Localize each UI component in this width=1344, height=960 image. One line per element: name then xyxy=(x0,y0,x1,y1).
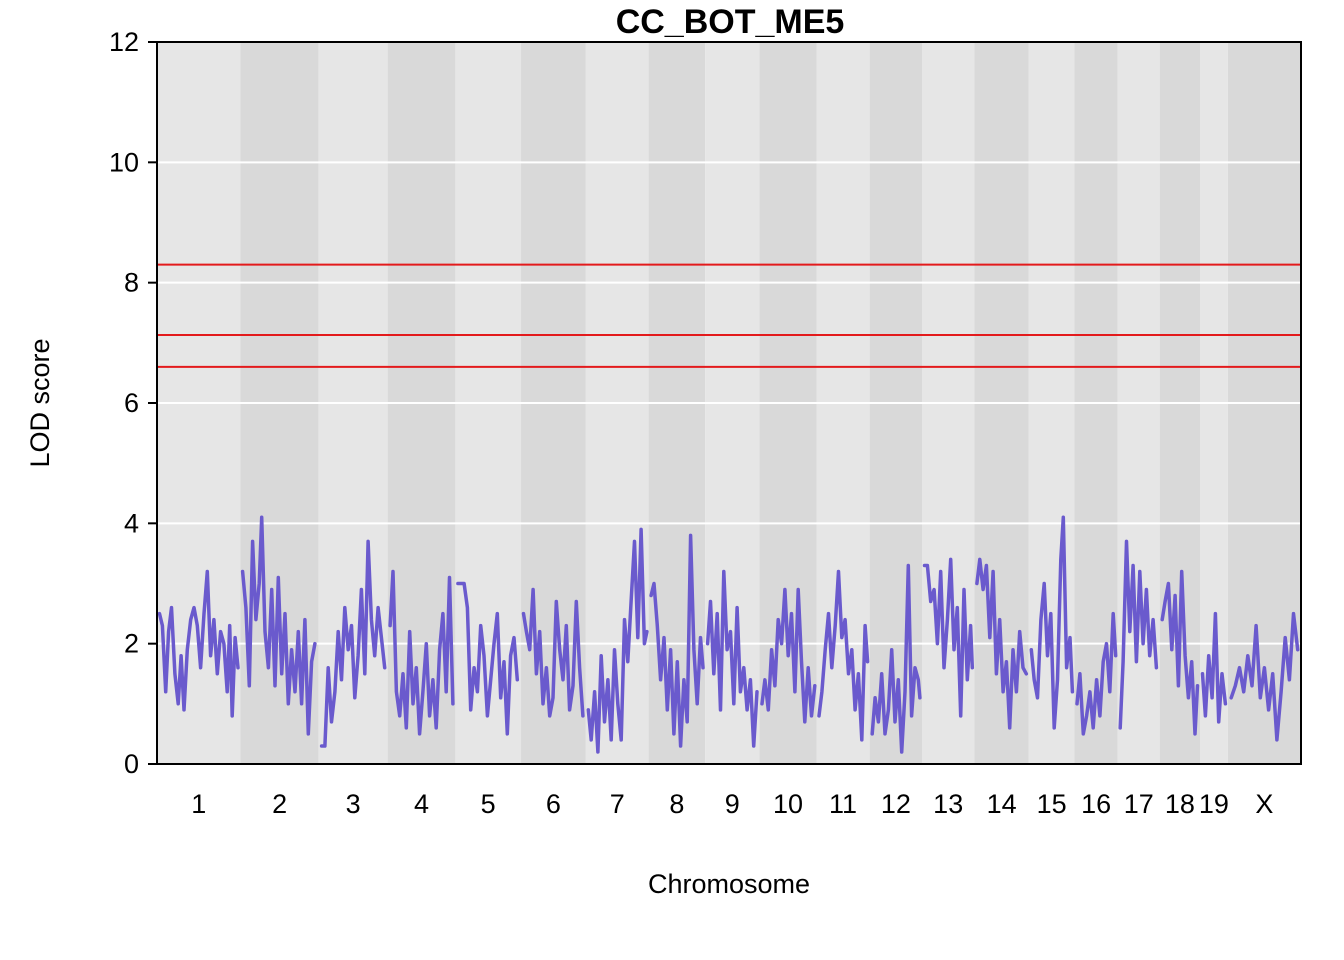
lod-curve-chr-11 xyxy=(817,569,870,742)
y-tick-label-4: 4 xyxy=(124,508,139,538)
lod-curve-chr-3 xyxy=(319,539,387,748)
x-tick-label-2: 2 xyxy=(272,789,287,819)
x-tick-label-3: 3 xyxy=(346,789,361,819)
x-tick-label-8: 8 xyxy=(669,789,684,819)
y-axis: 0 2 4 6 8 10 12 xyxy=(109,27,157,779)
x-tick-label-12: 12 xyxy=(881,789,911,819)
x-tick-label-11: 11 xyxy=(829,789,857,819)
lod-curve-chr-18 xyxy=(1160,569,1200,736)
lod-curve-chr-14 xyxy=(975,557,1029,730)
chart-title: CC_BOT_ME5 xyxy=(616,3,845,41)
x-tick-label-19: 19 xyxy=(1199,789,1229,819)
y-tick-label-12: 12 xyxy=(109,27,139,57)
lod-curve-chr-6 xyxy=(521,587,585,718)
lod-curve-chr-5 xyxy=(456,581,520,736)
lod-curve-chr-8 xyxy=(649,533,705,748)
lod-curve-chr-4 xyxy=(388,569,455,736)
lod-curve-chr-7 xyxy=(586,527,649,754)
x-tick-label-16: 16 xyxy=(1081,789,1111,819)
x-tick-label-13: 13 xyxy=(933,789,963,819)
x-tick-label-5: 5 xyxy=(481,789,496,819)
threshold-lines xyxy=(157,263,1301,368)
lod-curve-chr-15 xyxy=(1029,515,1075,730)
lod-curve-chr-19 xyxy=(1200,611,1228,724)
lod-series xyxy=(157,515,1300,754)
lod-curve-chr-2 xyxy=(240,515,317,736)
lod-curve-chr-X xyxy=(1229,611,1300,742)
lod-curve-chr-9 xyxy=(705,569,759,748)
lod-curve-chr-12 xyxy=(870,563,922,754)
lod-curve-chr-13 xyxy=(922,557,975,718)
x-tick-label-14: 14 xyxy=(987,789,1017,819)
lod-curve-chr-17 xyxy=(1118,539,1159,730)
y-tick-label-10: 10 xyxy=(109,147,139,177)
x-tick-label-10: 10 xyxy=(773,789,803,819)
x-tick-label-18: 18 xyxy=(1165,789,1195,819)
x-tick-label-X: X xyxy=(1255,789,1273,819)
x-tick-label-1: 1 xyxy=(191,789,206,819)
x-tick-label-17: 17 xyxy=(1124,789,1154,819)
x-tick-label-9: 9 xyxy=(725,789,740,819)
y-tick-label-6: 6 xyxy=(124,388,139,418)
x-tick-label-6: 6 xyxy=(546,789,561,819)
x-tick-label-7: 7 xyxy=(610,789,625,819)
lod-curve-chr-1 xyxy=(157,569,240,718)
x-tick-label-4: 4 xyxy=(414,789,429,819)
lod-curve-chr-16 xyxy=(1075,611,1118,736)
x-axis-label: Chromosome xyxy=(648,869,810,899)
x-axis: 1 2 3 4 5 6 7 8 9 10 11 12 13 14 15 16 17 18 19 X xyxy=(191,789,1273,819)
y-tick-label-8: 8 xyxy=(124,268,139,298)
lod-curve-chr-10 xyxy=(760,587,817,724)
y-tick-label-0: 0 xyxy=(124,749,139,779)
y-axis-label: LOD score xyxy=(25,338,55,467)
y-tick-label-2: 2 xyxy=(124,629,139,659)
x-tick-label-15: 15 xyxy=(1037,789,1067,819)
